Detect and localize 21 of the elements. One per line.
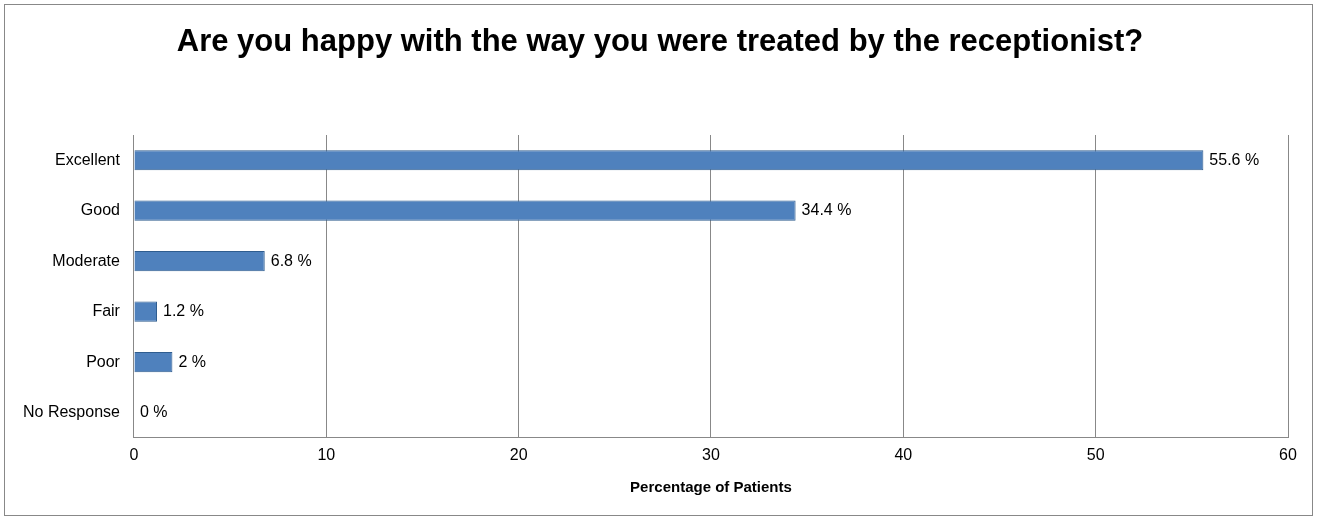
data-label: 0 % <box>139 402 168 420</box>
data-label: 1.2 % <box>163 302 204 320</box>
x-tick-label: 10 <box>317 445 336 463</box>
data-label: 2 % <box>178 352 206 370</box>
y-tick-label: Excellent <box>55 150 121 168</box>
y-tick-label: Good <box>80 201 120 219</box>
x-tick-label: 0 <box>129 445 139 463</box>
data-label: 34.4 % <box>801 201 852 219</box>
x-axis-title: Percentage of Patients <box>630 478 792 496</box>
x-tick-label: 20 <box>509 445 528 463</box>
x-tick-label: 40 <box>894 445 913 463</box>
y-tick-label: Fair <box>92 302 121 320</box>
data-label: 6.8 % <box>270 251 312 269</box>
x-tick-label: 30 <box>702 445 720 463</box>
y-tick-label: No Response <box>22 402 121 420</box>
data-label: 55.6 % <box>1209 150 1260 168</box>
y-tick-label: Poor <box>86 352 121 370</box>
y-tick-label: Moderate <box>52 251 121 269</box>
x-tick-label: 60 <box>1279 445 1297 463</box>
chart-title: Are you happy with the way you were treated by the receptionist? <box>175 22 1145 60</box>
x-tick-label: 50 <box>1086 445 1105 463</box>
